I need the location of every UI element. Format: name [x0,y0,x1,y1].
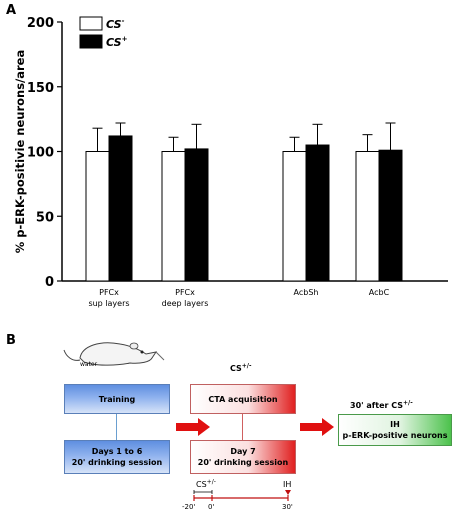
timeline-ih-label: IH [283,480,292,489]
x-tick-label: sup layers [88,299,129,308]
y-tick-label: 100 [27,146,54,161]
timeline-zero: 0' [208,503,215,511]
day7-line2: 20' drinking session [197,458,289,467]
day7-box: Day 7 20' drinking session [190,440,296,474]
x-tick-label: AcbC [369,288,390,297]
days-line2: 20' drinking session [71,458,163,467]
days-line1: Days 1 to 6 [91,447,143,456]
day7-line1: Day 7 [230,447,256,456]
timeline-end: 30' [282,503,293,511]
ih-box: IH p-ERK-positive neurons [338,414,452,446]
rat-label: water [80,361,98,368]
bar [85,151,110,282]
y-tick-label: 200 [27,16,54,31]
bar [282,151,307,282]
cta-label: CTA acquisition [208,394,278,404]
bar [355,151,380,282]
days-box: Days 1 to 6 20' drinking session [64,440,170,474]
timeline-cs-text: CS [196,480,207,489]
bar [108,135,133,282]
panel-letter-a: A [6,3,17,18]
cs-label-text: CS [230,364,242,373]
bar [161,151,186,282]
cs-label: CS+/- [230,362,252,373]
legend-label-sup: - [122,17,125,25]
legend-label: CS- [106,17,125,31]
x-tick-label: PFCx [175,288,195,297]
panel-letter-b: B [6,333,16,348]
legend-label: CS+ [106,35,128,49]
timeline-cs-label: CS+/- [196,478,216,489]
legend-label-sup: + [122,35,128,43]
y-axis-label: % p-ERK-positivie neurons/area [13,50,27,254]
rat-icon [63,342,165,366]
bar [305,144,330,282]
arrow-icon-1 [176,418,210,436]
timeline-cs-sup: +/- [206,478,216,486]
timeline [193,490,291,501]
training-connector [116,414,117,440]
cs-label-sup: +/- [241,362,252,370]
x-tick-label: deep layers [162,299,209,308]
cta-box: CTA acquisition [190,384,296,414]
legend-swatch [79,16,103,31]
after-label-sup: +/- [403,399,413,407]
timeline-start: -20' [182,503,196,511]
y-tick-label: 50 [36,210,54,225]
after-label-text: 30' after CS [350,401,404,410]
arrow-icon-2 [300,418,334,436]
x-tick-label: AcbSh [294,288,319,297]
legend-swatch [79,34,103,49]
y-tick-label: 150 [27,81,54,96]
bar [184,148,209,282]
after-label: 30' after CS+/- [350,399,413,410]
training-box: Training [64,384,170,414]
ih-line2: p-ERK-positive neurons [342,431,448,440]
y-tick-label: 0 [45,275,54,290]
cta-connector [242,414,243,440]
training-label: Training [98,394,136,404]
ih-line1: IH [390,420,400,429]
bar-chart: 0 50 100 150 200 % p-ERK-positivie neurons/ar… [13,16,448,308]
bar [378,149,403,282]
x-tick-label: PFCx [99,288,119,297]
